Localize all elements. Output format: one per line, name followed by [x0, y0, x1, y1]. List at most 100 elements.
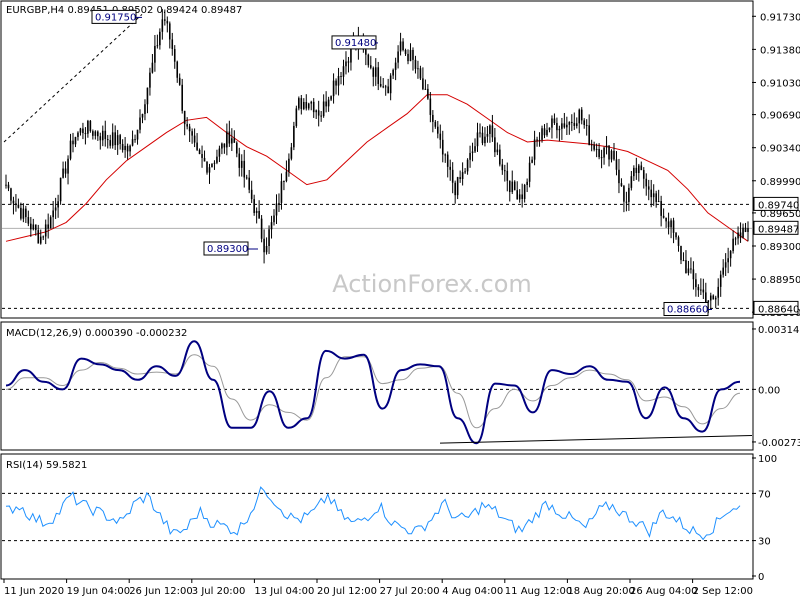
candle-body	[243, 160, 246, 178]
candle-body	[67, 158, 69, 174]
candle-body	[25, 208, 27, 218]
candle-body	[77, 132, 79, 137]
time-axis-label: 2 Sep 12:00	[693, 586, 753, 597]
candle-body	[402, 41, 404, 51]
candle-body	[566, 124, 568, 128]
candle-body	[647, 186, 650, 190]
annotation-label: 0.88660	[667, 304, 708, 315]
candle-body	[312, 101, 315, 113]
candle-body	[424, 88, 427, 90]
candle-body	[42, 236, 45, 238]
candle-body	[404, 50, 407, 54]
candle-body	[504, 170, 506, 172]
candle-body	[265, 246, 268, 253]
candle-body	[441, 139, 444, 155]
price-axis-label: 0.91730	[760, 12, 800, 23]
time-axis-label: 26 Jun 12:00	[129, 586, 193, 597]
candle-body	[682, 260, 685, 262]
candle-body	[325, 101, 327, 107]
candle-body	[640, 165, 643, 171]
candle-body	[44, 224, 47, 237]
candle-body	[461, 172, 464, 180]
candle-body	[680, 245, 682, 261]
candle-body	[575, 123, 578, 126]
macd-axis-label: 0.00	[758, 385, 780, 396]
candle-body	[734, 238, 737, 240]
macd-main-line	[5, 340, 741, 445]
candle-body	[79, 128, 82, 133]
candle-body	[295, 108, 298, 126]
candle-body	[585, 124, 588, 126]
candle-body	[546, 129, 548, 136]
candle-body	[47, 224, 49, 229]
price-axis-label: 0.91030	[760, 78, 800, 89]
candle-body	[496, 149, 499, 153]
annotation-label: 0.91480	[335, 38, 376, 49]
candle-body	[310, 101, 313, 104]
candle-body	[191, 131, 193, 136]
candle-body	[350, 43, 352, 63]
candle-body	[615, 159, 618, 170]
price-axis-label: 0.90690	[760, 111, 800, 122]
candle-body	[724, 262, 727, 268]
candle-body	[59, 177, 62, 202]
candle-body	[149, 72, 151, 88]
candle-body	[712, 295, 715, 300]
candle-body	[273, 215, 275, 223]
candle-body	[571, 121, 573, 123]
candle-body	[630, 176, 633, 188]
annotation-label: 0.89300	[207, 244, 248, 255]
candle-body	[245, 177, 248, 179]
candle-body	[672, 220, 675, 233]
candle-body	[590, 144, 593, 146]
candle-body	[347, 61, 350, 63]
candle-body	[305, 101, 308, 109]
candle-body	[382, 86, 385, 88]
candle-body	[513, 181, 516, 191]
candle-body	[139, 117, 141, 130]
level-price-tag	[753, 220, 799, 235]
candle-body	[620, 183, 623, 187]
candle-body	[99, 136, 102, 141]
candle-body	[432, 114, 434, 122]
price-axis-label: 0.88950	[760, 275, 800, 286]
candle-body	[275, 203, 278, 216]
candle-body	[154, 45, 156, 63]
candle-body	[558, 128, 561, 131]
candle-body	[474, 146, 476, 152]
candle-body	[293, 125, 295, 148]
candle-body	[54, 207, 57, 211]
candle-body	[446, 154, 449, 167]
candle-body	[729, 251, 732, 259]
rsi-panel-frame	[0, 453, 754, 580]
moving-average-line	[5, 94, 749, 242]
candle-body	[642, 170, 645, 179]
candle-body	[665, 217, 667, 222]
candle-body	[528, 162, 531, 182]
rsi-line	[5, 486, 741, 541]
candle-body	[248, 177, 250, 190]
candle-body	[561, 123, 563, 129]
candle-body	[670, 220, 672, 228]
candle-body	[705, 292, 707, 303]
candle-body	[365, 49, 367, 55]
trendline	[3, 14, 143, 143]
candle-body	[600, 157, 603, 159]
candle-body	[183, 110, 186, 125]
candle-body	[168, 23, 171, 40]
candle-body	[173, 49, 176, 62]
price-panel-frame	[0, 0, 754, 319]
candle-body	[134, 139, 136, 141]
candle-body	[608, 145, 610, 160]
candle-body	[719, 274, 722, 287]
candle-body	[553, 118, 556, 123]
time-axis-label: 11 Aug 12:00	[505, 586, 572, 597]
candle-body	[563, 123, 566, 128]
candle-body	[109, 140, 112, 146]
candle-body	[263, 238, 265, 253]
candle-body	[283, 180, 285, 182]
candle-body	[57, 201, 59, 208]
candle-body	[322, 101, 325, 117]
candle-body	[714, 297, 717, 300]
